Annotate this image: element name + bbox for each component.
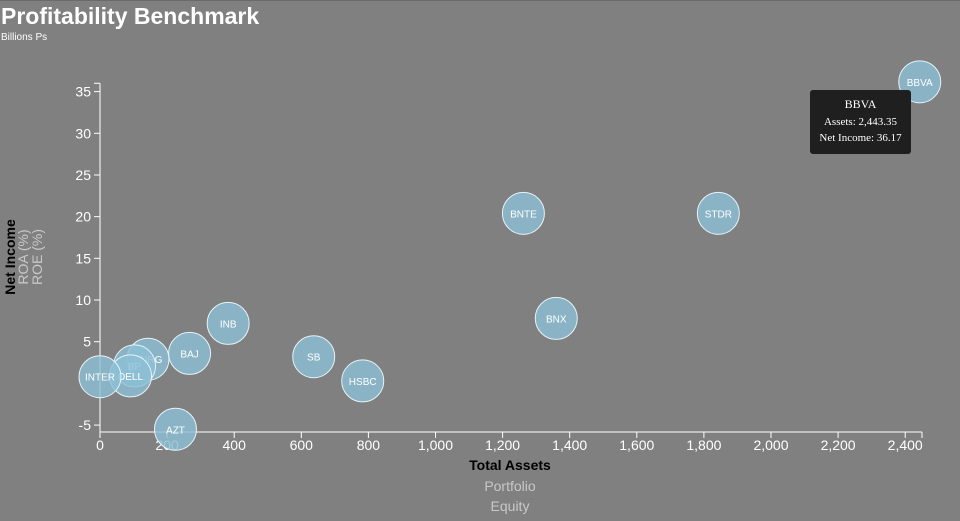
bubble-label-hsbc: HSBC bbox=[349, 377, 377, 388]
x-tick-label: 600 bbox=[290, 437, 314, 453]
bubble-label-sb: SB bbox=[307, 353, 321, 364]
x-tick-label: 2,000 bbox=[753, 437, 788, 453]
bubble-bnx[interactable]: BNX bbox=[534, 296, 578, 340]
x-axis-title[interactable]: Total Assets bbox=[469, 457, 551, 473]
y-tick-label: 35 bbox=[75, 84, 91, 100]
bubble-circle-azt[interactable] bbox=[153, 407, 197, 451]
x-axis: 02004006008001,0001,2001,4001,6001,8002,… bbox=[96, 431, 923, 453]
x-tick-label: 1,800 bbox=[686, 437, 721, 453]
x-axis-option-equity[interactable]: Equity bbox=[491, 498, 530, 514]
y-axis-title[interactable]: Net Income bbox=[2, 219, 18, 295]
tooltip-assets: Assets: 2,443.35 bbox=[823, 116, 898, 128]
x-tick-label: 400 bbox=[223, 437, 247, 453]
y-tick-label: -5 bbox=[79, 417, 92, 433]
bubble-sb[interactable]: SB bbox=[292, 335, 336, 379]
bubble-azt[interactable]: AZT bbox=[153, 407, 197, 451]
bubble-label-bnx: BNX bbox=[546, 314, 567, 325]
bubble-label-baj: BAJ bbox=[180, 349, 198, 360]
bubble-circle-hsbc[interactable] bbox=[341, 359, 385, 403]
y-axis-option-roa[interactable]: ROA (%) bbox=[15, 229, 31, 284]
bubbles-layer: BBVASTDRBNTEBNXHSBCSBINBBAJAZTBNRGBPDELL… bbox=[78, 60, 942, 451]
bubble-circle-inter[interactable] bbox=[78, 355, 122, 399]
x-tick-label: 1,200 bbox=[485, 437, 520, 453]
bubble-circle-bnx[interactable] bbox=[534, 296, 578, 340]
x-tick-label: 800 bbox=[357, 437, 381, 453]
bubble-circle-inb[interactable] bbox=[206, 301, 250, 345]
bubble-circle-stdr[interactable] bbox=[696, 191, 740, 235]
y-tick-label: 5 bbox=[83, 334, 91, 350]
y-axis-option-roe[interactable]: ROE (%) bbox=[29, 229, 45, 285]
bubble-tooltip: BBVA Assets: 2,443.35 Net Income: 36.17 bbox=[810, 90, 911, 154]
y-tick-label: 25 bbox=[75, 167, 91, 183]
x-tick-label: 1,400 bbox=[552, 437, 587, 453]
bubble-label-bnte: BNTE bbox=[510, 209, 537, 220]
x-tick-label: 2,200 bbox=[821, 437, 856, 453]
y-axis: -5 5 10 15 20 25 30 35 bbox=[75, 82, 101, 433]
bubble-circle-sb[interactable] bbox=[292, 335, 336, 379]
bubble-label-stdr: STDR bbox=[705, 209, 732, 220]
x-tick-label: 1,000 bbox=[418, 437, 453, 453]
bubble-baj[interactable]: BAJ bbox=[168, 331, 212, 375]
x-axis-option-portfolio[interactable]: Portfolio bbox=[484, 478, 536, 494]
bubble-inter[interactable]: INTER bbox=[78, 355, 122, 399]
bubble-circle-bnte[interactable] bbox=[501, 191, 545, 235]
x-tick-label: 0 bbox=[96, 437, 104, 453]
bubble-label-inb: INB bbox=[220, 319, 237, 330]
page-subtitle: Billions Ps bbox=[1, 32, 48, 43]
bubble-bnte[interactable]: BNTE bbox=[501, 191, 545, 235]
bubble-stdr[interactable]: STDR bbox=[696, 191, 740, 235]
bubble-hsbc[interactable]: HSBC bbox=[341, 359, 385, 403]
top-border bbox=[0, 0, 960, 1]
y-tick-label: 10 bbox=[75, 292, 91, 308]
bubble-inb[interactable]: INB bbox=[206, 301, 250, 345]
tooltip-net-income: Net Income: 36.17 bbox=[819, 132, 902, 144]
bubble-label-dell: DELL bbox=[118, 372, 143, 383]
page-title: Profitability Benchmark bbox=[1, 3, 260, 29]
tooltip-name: BBVA bbox=[844, 97, 877, 111]
bubble-label-azt: AZT bbox=[166, 425, 185, 436]
y-tick-label: 30 bbox=[75, 125, 91, 141]
y-tick-label: 15 bbox=[75, 250, 91, 266]
bubble-label-bbva: BBVA bbox=[907, 78, 933, 89]
x-tick-label: 2,400 bbox=[888, 437, 923, 453]
bubble-label-inter: INTER bbox=[85, 373, 115, 384]
y-tick-label: 20 bbox=[75, 209, 91, 225]
x-tick-label: 1,600 bbox=[619, 437, 654, 453]
